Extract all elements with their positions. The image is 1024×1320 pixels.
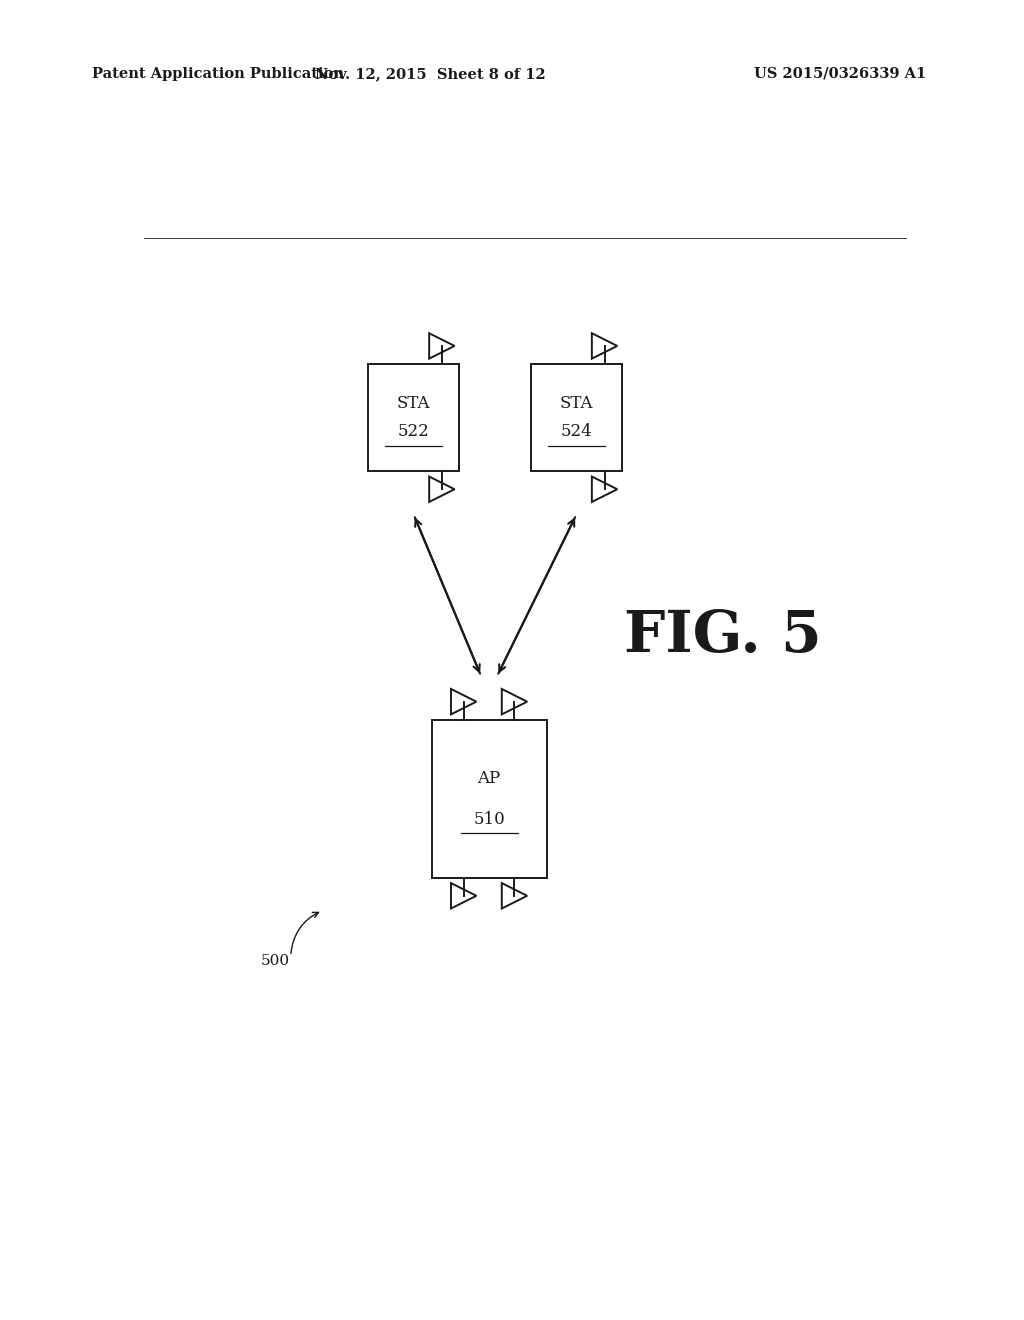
Text: US 2015/0326339 A1: US 2015/0326339 A1: [754, 67, 926, 81]
Text: 510: 510: [473, 810, 505, 828]
Text: 500: 500: [260, 954, 290, 969]
Text: STA: STA: [397, 395, 430, 412]
Bar: [530, 364, 622, 471]
Text: FIG. 5: FIG. 5: [625, 609, 822, 664]
Text: STA: STA: [560, 395, 593, 412]
Text: Nov. 12, 2015  Sheet 8 of 12: Nov. 12, 2015 Sheet 8 of 12: [314, 67, 546, 81]
Text: AP: AP: [477, 770, 501, 787]
Bar: [431, 719, 547, 878]
Text: 524: 524: [560, 422, 592, 440]
Text: Patent Application Publication: Patent Application Publication: [92, 67, 344, 81]
Text: 522: 522: [397, 422, 430, 440]
Bar: [368, 364, 460, 471]
